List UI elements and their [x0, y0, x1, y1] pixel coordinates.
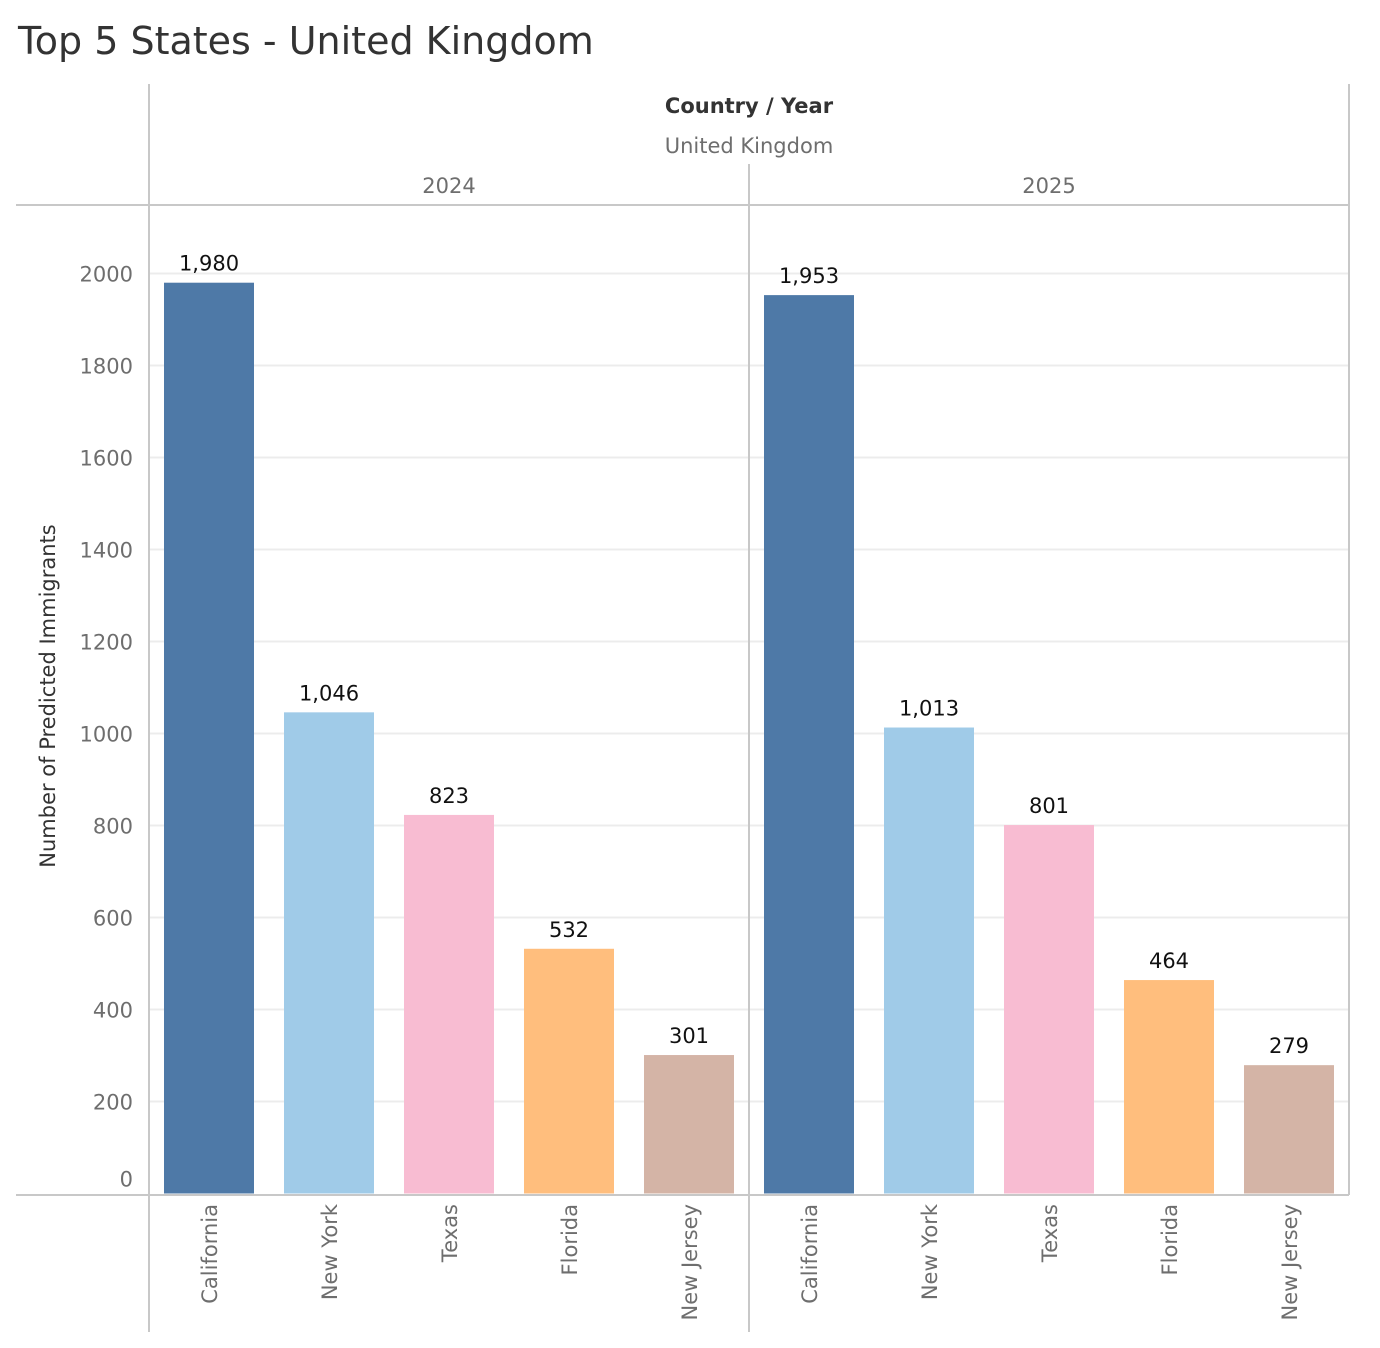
header-country: United Kingdom: [665, 134, 834, 158]
bar: [1124, 980, 1214, 1194]
x-tick-label: Florida: [558, 1204, 582, 1275]
data-label: 801: [1029, 794, 1069, 818]
y-tick-label: 1600: [80, 447, 133, 471]
x-tick-label: California: [798, 1204, 822, 1304]
panel-2024: 2024 1,980 California 1,046 New York 823 Texas…: [164, 174, 734, 1321]
header-field-label: Country / Year: [665, 94, 834, 118]
y-axis-label: Number of Predicted Immigrants: [36, 524, 60, 867]
y-tick-label: 800: [93, 815, 133, 839]
chart-title: Top 5 States - United Kingdom: [17, 19, 594, 63]
x-tick-label: New Jersey: [1278, 1204, 1302, 1321]
bar: [404, 814, 494, 1194]
x-tick-label: New York: [318, 1203, 342, 1300]
y-tick-label: 1200: [80, 631, 133, 655]
x-tick-label: Florida: [1158, 1204, 1182, 1275]
bar: [524, 948, 614, 1194]
bar: [284, 712, 374, 1194]
bar: [164, 282, 254, 1194]
bar: [644, 1055, 734, 1194]
y-tick-label: 1400: [80, 539, 133, 563]
y-tick-label: 2000: [80, 263, 133, 287]
bar: [1004, 825, 1094, 1194]
x-tick-label: California: [198, 1204, 222, 1304]
x-tick-label: New York: [918, 1203, 942, 1300]
panel-2025: 2025 1,953 California 1,013 New York 801 Texas…: [764, 174, 1334, 1321]
panels: 2024 1,980 California 1,046 New York 823 Texas…: [164, 174, 1334, 1321]
data-label: 1,013: [899, 697, 959, 721]
data-label: 823: [429, 784, 469, 808]
data-label: 279: [1269, 1034, 1309, 1058]
x-tick-label: Texas: [1038, 1204, 1062, 1263]
header-frame: [16, 84, 1350, 206]
y-axis: 0 200 400 600 800 1000 1200 1400 1600 1800 2000: [80, 263, 133, 1192]
x-tick-label: Texas: [438, 1204, 462, 1263]
bar: [764, 295, 854, 1194]
y-tick-label: 1800: [80, 355, 133, 379]
y-tick-label: 600: [93, 907, 133, 931]
data-label: 301: [669, 1024, 709, 1048]
panel-year-label: 2024: [422, 174, 475, 198]
data-label: 1,980: [179, 252, 239, 276]
data-label: 532: [549, 918, 589, 942]
bar: [1244, 1065, 1334, 1194]
panel-year-label: 2025: [1022, 174, 1075, 198]
y-tick-label: 200: [93, 1091, 133, 1115]
x-tick-label: New Jersey: [678, 1204, 702, 1321]
y-tick-label: 1000: [80, 723, 133, 747]
data-label: 1,046: [299, 681, 359, 705]
y-tick-label: 400: [93, 999, 133, 1023]
plot-frame: [16, 205, 1350, 1332]
data-label: 1,953: [779, 264, 839, 288]
y-tick-label: 0: [120, 1168, 133, 1192]
data-label: 464: [1149, 949, 1189, 973]
bar: [884, 727, 974, 1194]
